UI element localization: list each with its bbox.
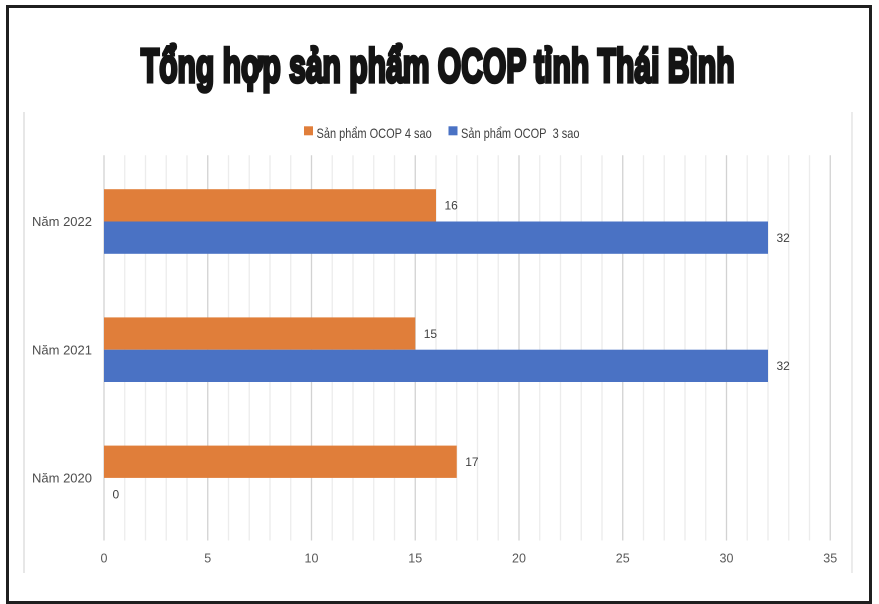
svg-text:20: 20 xyxy=(512,552,526,566)
svg-text:0: 0 xyxy=(113,487,120,501)
svg-text:0: 0 xyxy=(101,552,108,566)
svg-text:Năm 2020: Năm 2020 xyxy=(32,471,92,486)
svg-text:17: 17 xyxy=(465,455,479,469)
svg-text:35: 35 xyxy=(823,552,837,566)
svg-text:Năm 2022: Năm 2022 xyxy=(32,214,92,229)
svg-text:5: 5 xyxy=(204,552,211,566)
svg-text:16: 16 xyxy=(445,199,459,213)
svg-text:25: 25 xyxy=(616,552,630,566)
svg-text:15: 15 xyxy=(408,552,422,566)
svg-text:15: 15 xyxy=(424,327,438,341)
svg-text:Sản phẩm OCOP 4 sao: Sản phẩm OCOP 4 sao xyxy=(317,126,432,141)
svg-text:10: 10 xyxy=(305,552,319,566)
svg-text:Tổng hợp sản phẩm OCOP tỉnh Th: Tổng hợp sản phẩm OCOP tỉnh Thái Bình xyxy=(141,40,735,93)
svg-text:30: 30 xyxy=(720,552,734,566)
svg-text:32: 32 xyxy=(777,231,791,245)
svg-text:32: 32 xyxy=(777,359,791,373)
svg-text:Năm 2021: Năm 2021 xyxy=(32,342,92,357)
svg-text:Sản phẩm OCOP 3 sao: Sản phẩm OCOP 3 sao xyxy=(461,126,580,141)
